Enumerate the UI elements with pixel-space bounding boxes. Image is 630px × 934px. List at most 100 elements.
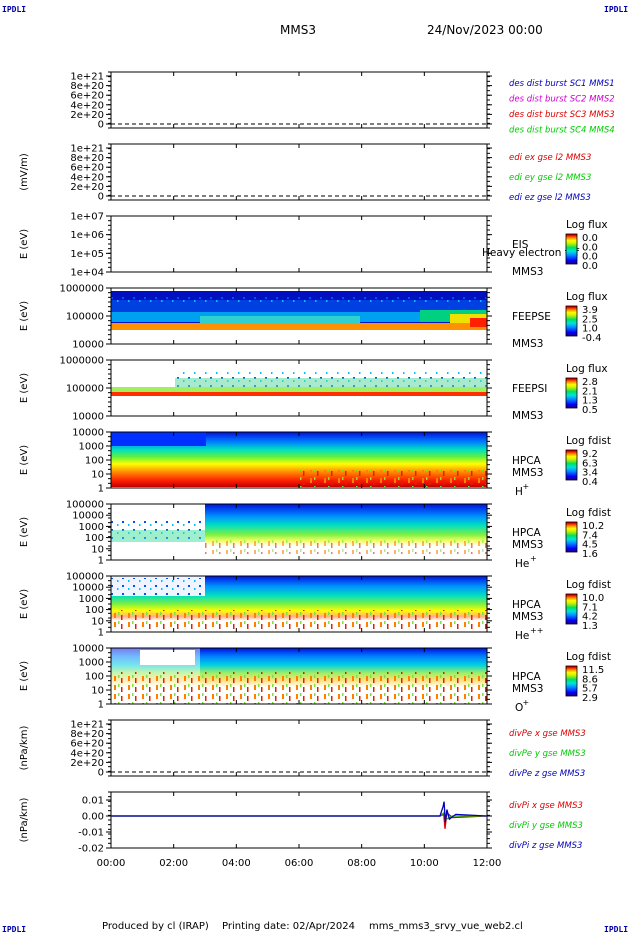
instrument-label: HPCA <box>512 455 542 467</box>
species-sup-label: + <box>523 482 530 491</box>
y-tick-label: 1e+21 <box>70 144 104 155</box>
instrument-label: FEEPSI <box>512 383 547 395</box>
x-tick-label: 08:00 <box>347 858 376 869</box>
species-sup-label: ++ <box>530 626 543 635</box>
y-axis-label: E (eV) <box>19 445 30 475</box>
y-tick-label: 1e+06 <box>70 230 104 241</box>
y-tick-label: 10000 <box>72 412 104 423</box>
colorbar-tick-label: 10.0 <box>582 593 604 604</box>
y-tick-label: 6e+20 <box>70 91 104 102</box>
y-tick-label: 10 <box>91 544 104 555</box>
x-tick-label: 10:00 <box>410 858 439 869</box>
colorbar-p8 <box>565 593 578 625</box>
colorbar-tick-label: 1.3 <box>582 621 598 632</box>
colorbar-tick-label: 0.5 <box>582 405 598 416</box>
y-tick-label: 1 <box>98 628 104 639</box>
x-tick-label: 04:00 <box>222 858 251 869</box>
colorbar-p4 <box>565 305 578 337</box>
y-tick-label: 100000 <box>66 384 104 395</box>
species-label: He <box>515 630 529 642</box>
y-tick-label: 100000 <box>66 572 104 583</box>
y-tick-label: 6e+20 <box>70 163 104 174</box>
footer-printing-date: Printing date: 02/Apr/2024 <box>222 921 355 932</box>
hpca-he-artwork <box>111 504 487 560</box>
y-axis-label: (nPa/km) <box>19 798 30 843</box>
colorbar-tick-label: 4.2 <box>582 612 598 623</box>
species-label: O <box>515 702 523 714</box>
species-sup-label: + <box>523 698 530 707</box>
y-tick-label: 2e+20 <box>70 110 104 121</box>
series-line-divPi-x-gse-MMS3 <box>111 811 488 829</box>
y-tick-label: 4e+20 <box>70 100 104 111</box>
hpca-o-artwork <box>111 648 487 704</box>
y-tick-label: 1000000 <box>59 356 104 367</box>
legend-entry: edi ez gse l2 MMS3 <box>509 193 591 203</box>
spacecraft-label: MMS3 <box>512 410 543 422</box>
legend-entry: divPi x gse MMS3 <box>509 801 583 811</box>
colorbar-title: Log fdist <box>566 507 611 519</box>
colorbar-tick-label: 1.6 <box>582 549 598 560</box>
colorbar-tick-label: 2.8 <box>582 377 598 388</box>
y-tick-label: 8e+20 <box>70 81 104 92</box>
colorbar-p5 <box>565 377 578 409</box>
colorbar-tick-label: 2.5 <box>582 314 598 325</box>
colorbar-title: Log fdist <box>566 579 611 591</box>
y-tick-label: 1e+21 <box>70 720 104 731</box>
y-tick-label: 1e+21 <box>70 72 104 83</box>
instrument-label: EIS <box>512 239 529 251</box>
y-tick-label: 8e+20 <box>70 729 104 740</box>
spacecraft-label: MMS3 <box>512 611 543 623</box>
legend-entry: divPe x gse MMS3 <box>509 729 586 739</box>
spacecraft-label: MMS3 <box>512 539 543 551</box>
y-axis-label: E (eV) <box>19 661 30 691</box>
footer-produced-by: Produced by cl (IRAP) <box>102 921 209 932</box>
y-tick-label: 1000 <box>79 594 104 605</box>
x-tick-label: 02:00 <box>159 858 188 869</box>
y-tick-label: 10000 <box>72 644 104 655</box>
y-tick-label: 1000 <box>79 658 104 669</box>
y-axis-label: E (eV) <box>19 589 30 619</box>
spacecraft-label: MMS3 <box>512 467 543 479</box>
y-tick-label: 100 <box>85 672 104 683</box>
species-label: H <box>515 486 523 498</box>
y-axis-label: E (eV) <box>19 517 30 547</box>
y-tick-label: 6e+20 <box>70 739 104 750</box>
hpca-h-artwork <box>111 432 487 487</box>
feeps-ion-artwork <box>111 372 487 396</box>
y-axis-label: E (eV) <box>19 301 30 331</box>
panel-frame-p1 <box>110 71 488 129</box>
instrument-label: HPCA <box>512 671 542 683</box>
colorbar-tick-label: 11.5 <box>582 665 604 676</box>
y-tick-label: 0.00 <box>82 812 104 823</box>
x-tick-label: 12:00 <box>473 858 502 869</box>
instrument-label: HPCA <box>512 527 542 539</box>
colorbar-tick-label: -0.4 <box>582 333 602 344</box>
legend-entry: edi ex gse l2 MMS3 <box>509 153 591 163</box>
y-tick-label: 1000000 <box>59 284 104 295</box>
colorbar-tick-label: 4.5 <box>582 540 598 551</box>
legend-entry: des dist burst SC3 MMS3 <box>509 110 615 120</box>
spacecraft-label: MMS3 <box>512 683 543 695</box>
colorbar-tick-label: 0.0 <box>582 233 598 244</box>
y-tick-label: 1000 <box>79 522 104 533</box>
colorbar-tick-label: 1.0 <box>582 324 598 335</box>
y-tick-label: 2e+20 <box>70 182 104 193</box>
y-axis-label: E (eV) <box>19 229 30 259</box>
y-tick-label: 0 <box>98 768 104 779</box>
y-tick-label: 2e+20 <box>70 758 104 769</box>
spacecraft-label: MMS3 <box>512 338 543 350</box>
colorbar-tick-label: 3.4 <box>582 468 598 479</box>
series-line-divPi-z-gse-MMS3 <box>111 801 488 823</box>
legend-entry: divPi y gse MMS3 <box>509 821 583 831</box>
y-tick-label: 1000 <box>79 442 104 453</box>
y-axis-label: (mV/m) <box>19 153 30 191</box>
y-tick-label: 10000 <box>72 340 104 351</box>
header-date-time: 24/Nov/2023 00:00 <box>427 23 543 37</box>
corner-label-bottom-right: IPDLI <box>604 925 628 934</box>
panel-frame-p3 <box>110 215 488 273</box>
x-tick-label: 00:00 <box>97 858 126 869</box>
hpca-he2-artwork <box>111 576 487 632</box>
instrument-label: HPCA <box>512 599 542 611</box>
